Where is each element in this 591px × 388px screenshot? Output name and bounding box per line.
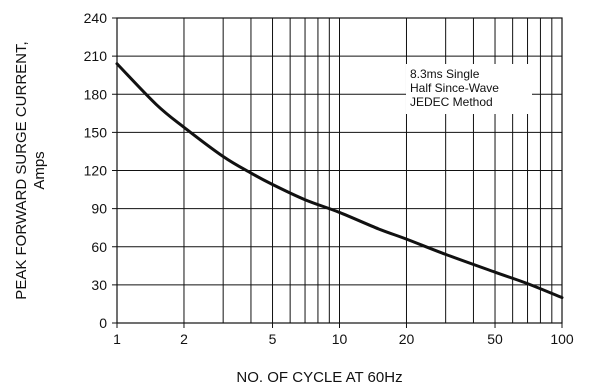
y-tick-label: 60 (91, 239, 107, 255)
x-axis-label: NO. OF CYCLE AT 60Hz (236, 369, 402, 386)
y-tick-label: 210 (84, 48, 108, 64)
y-axis-label-line2: Amps (31, 151, 48, 189)
x-tick-label: 50 (487, 331, 503, 347)
x-tick-label: 10 (332, 331, 348, 347)
annotation-background (406, 64, 532, 114)
x-axis-ticks: 1 2 5 10 20 50 100 (113, 323, 574, 347)
y-tick-label: 150 (84, 124, 108, 140)
x-tick-label: 2 (180, 331, 188, 347)
y-tick-label: 120 (84, 163, 108, 179)
y-tick-label: 30 (91, 277, 107, 293)
y-tick-label: 240 (84, 10, 108, 26)
y-tick-label: 180 (84, 86, 108, 102)
y-tick-label: 90 (91, 201, 107, 217)
x-tick-label: 20 (399, 331, 415, 347)
y-axis-ticks: 0 30 60 90 120 150 180 210 240 (84, 10, 117, 331)
annotation-line: 8.3ms Single (410, 67, 480, 81)
x-tick-label: 1 (113, 331, 121, 347)
x-tick-label: 5 (269, 331, 277, 347)
annotation-line: Half Since-Wave (410, 81, 499, 95)
grid (116, 17, 563, 324)
series-line (115, 62, 564, 300)
y-tick-label: 0 (99, 315, 107, 331)
x-tick-label: 100 (550, 331, 574, 347)
y-axis-label-line1: PEAK FORWARD SURGE CURRENT, (13, 41, 30, 299)
annotation-line: JEDEC Method (410, 95, 493, 109)
